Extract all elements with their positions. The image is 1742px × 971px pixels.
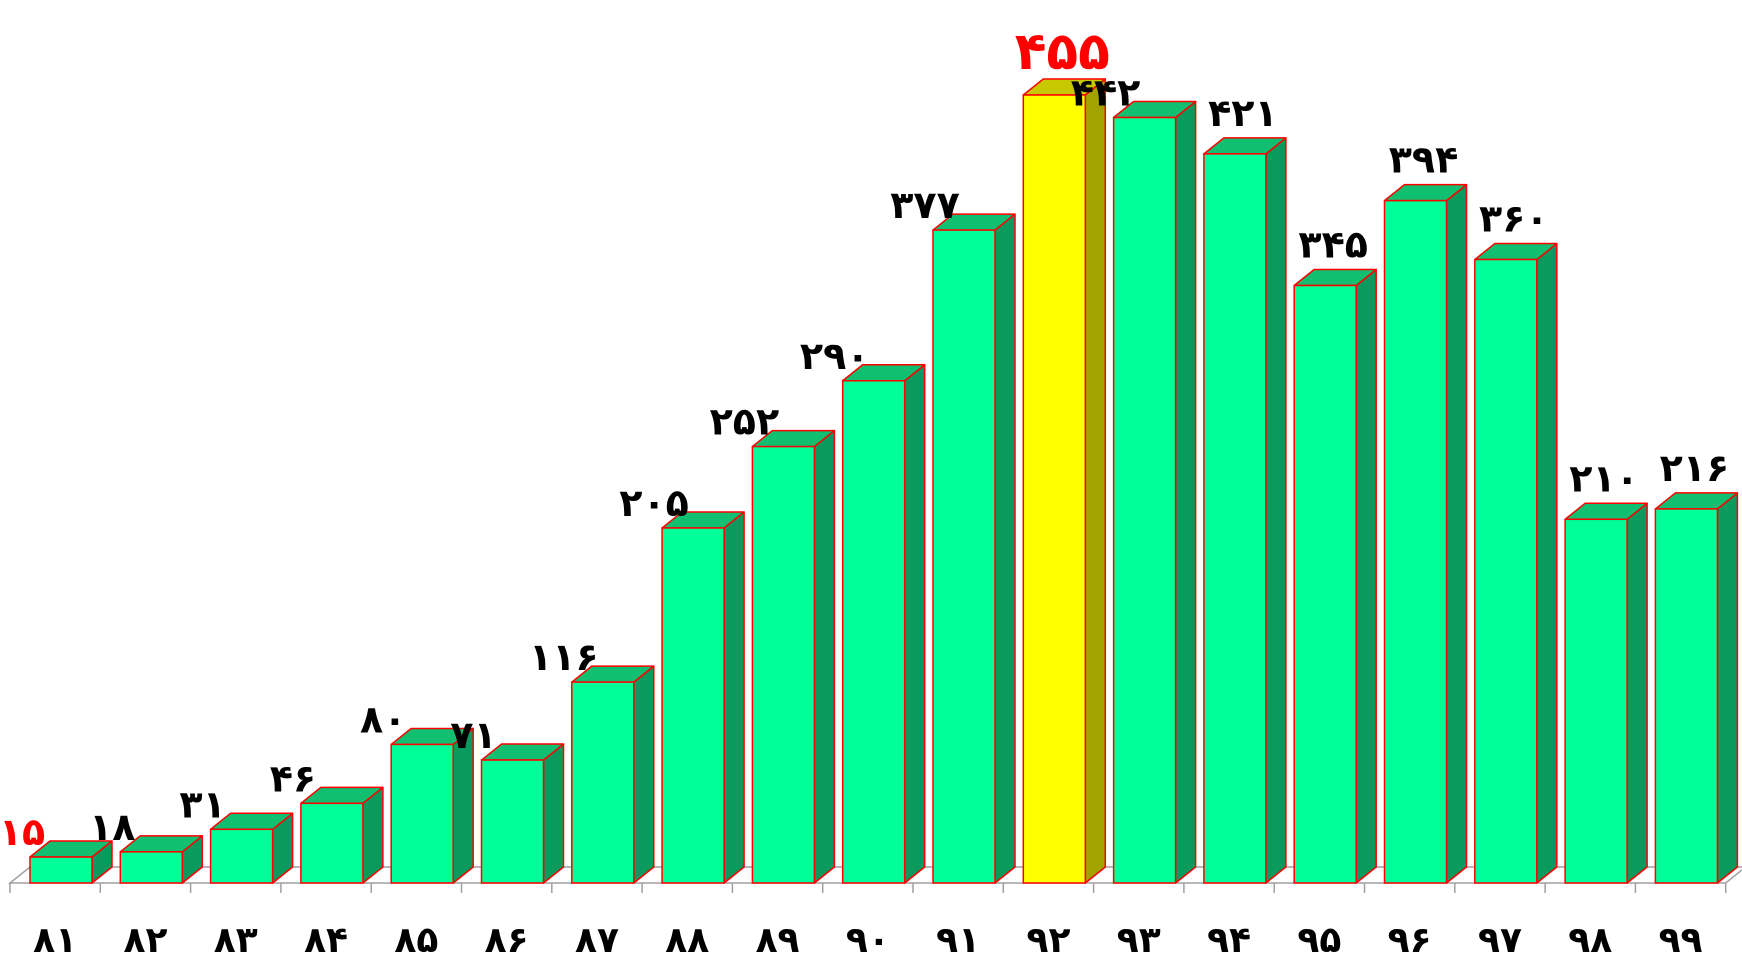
x-tick-label: ۸۴ [304,920,348,961]
x-tick-label: ۹۲ [1026,920,1070,961]
data-label: ۱۸ [89,805,135,849]
x-tick-label: ۸۵ [394,920,438,961]
x-tick-label: ۹۴ [1207,920,1251,961]
bar [1654,492,1739,884]
data-label: ۳۶۰ [1479,197,1549,241]
bar [751,429,836,884]
data-label: ۴۲۱ [1208,91,1278,135]
bar-side [542,743,565,884]
x-tick-label: ۸۶ [485,920,529,961]
bar-side [1174,100,1197,884]
data-label: ۳۹۴ [1389,138,1459,182]
bar-front [1564,518,1628,884]
bar [1383,183,1468,884]
x-tick-label: ۸۸ [665,920,709,961]
data-label: ۴۴۲ [1071,71,1141,115]
bar-front [571,681,635,884]
x-tick-label: ۸۹ [756,920,800,961]
bar-front [1474,258,1538,884]
bar [932,213,1016,884]
bar-front [390,743,454,884]
bar-side [813,429,836,884]
bar-side [994,213,1016,884]
bar-front [661,527,725,884]
bar-side [633,665,655,884]
x-tick-label: ۹۷ [1478,920,1522,961]
bar [29,840,113,884]
bar-side [723,511,745,884]
bar-front [480,759,545,884]
bar-front [29,856,93,884]
bar [571,665,655,884]
data-label: ۲۰۵ [619,481,689,525]
bar [1203,137,1287,884]
data-label: ۲۹۰ [800,334,870,378]
bar [300,786,384,884]
bar-front [841,380,906,884]
bar-front [932,229,996,884]
bar-side [1536,242,1558,884]
data-label: ۳۱ [179,782,225,826]
data-label: ۳۷۷ [890,183,960,227]
bar [661,511,745,884]
bar [1022,78,1107,884]
x-tick-label: ۹۱ [936,920,980,961]
x-tick-label: ۸۱ [33,920,77,961]
bar [209,812,294,884]
bar-side [1626,502,1648,884]
x-tick-label: ۹۳ [1117,920,1161,961]
bar-side [1265,137,1287,884]
data-label: ۳۴۵ [1298,223,1368,267]
data-label: ۲۱۰ [1569,456,1639,500]
bar [119,835,204,884]
bar [1474,242,1558,884]
bar [390,727,474,884]
data-label: ۷۱ [450,713,496,757]
x-tick-label: ۸۷ [575,920,619,961]
bar [1293,268,1377,884]
x-tick-label: ۹۸ [1568,920,1612,961]
x-tick-label: ۹۰ [846,920,890,961]
tick-layer: ۸۱ ۸۲ ۸۳ ۸۴ ۸۵ ۸۶ ۸۷ ۸۸ ۸۹ ۹۰ ۹۱ ۹۲ ۹۳ ۹۴ ۹۵ ۹۶ ۹۷ ۹۸ ۹۹ [33,920,1702,961]
data-label: ۱۱۶ [529,635,599,679]
bar [1564,502,1648,884]
bar-side [1716,492,1739,884]
bar-front [1293,284,1357,884]
x-tick-label: ۸۲ [123,920,167,961]
bar-front [1112,116,1177,884]
bar-front [1383,199,1448,884]
data-label: ۱۵ [0,810,45,854]
bar-front [300,802,364,884]
data-label: ۸۰ [360,697,406,741]
bar-front [1022,94,1087,884]
data-label: ۴۶ [270,756,316,800]
bar-side [903,364,926,884]
bar-front [119,851,184,884]
bar-side [1084,78,1107,884]
bar-side [1445,183,1468,884]
x-tick-label: ۹۹ [1659,920,1703,961]
bar [1112,100,1197,884]
x-tick-label: ۹۵ [1297,920,1341,961]
x-tick-label: ۹۶ [1388,920,1432,961]
bar-front [1203,153,1267,884]
bar [480,743,565,884]
x-tick-label: ۸۳ [214,920,258,961]
bar [841,364,926,884]
bar-front [1654,508,1719,884]
bar-side [1355,268,1377,884]
data-label: ۲۵۲ [710,400,780,444]
data-label: ۲۱۶ [1660,446,1730,490]
bar-front [751,445,816,884]
bar-layer [29,78,1739,884]
data-label: ۴۵۵ [1015,22,1110,82]
bar-front [209,828,274,884]
